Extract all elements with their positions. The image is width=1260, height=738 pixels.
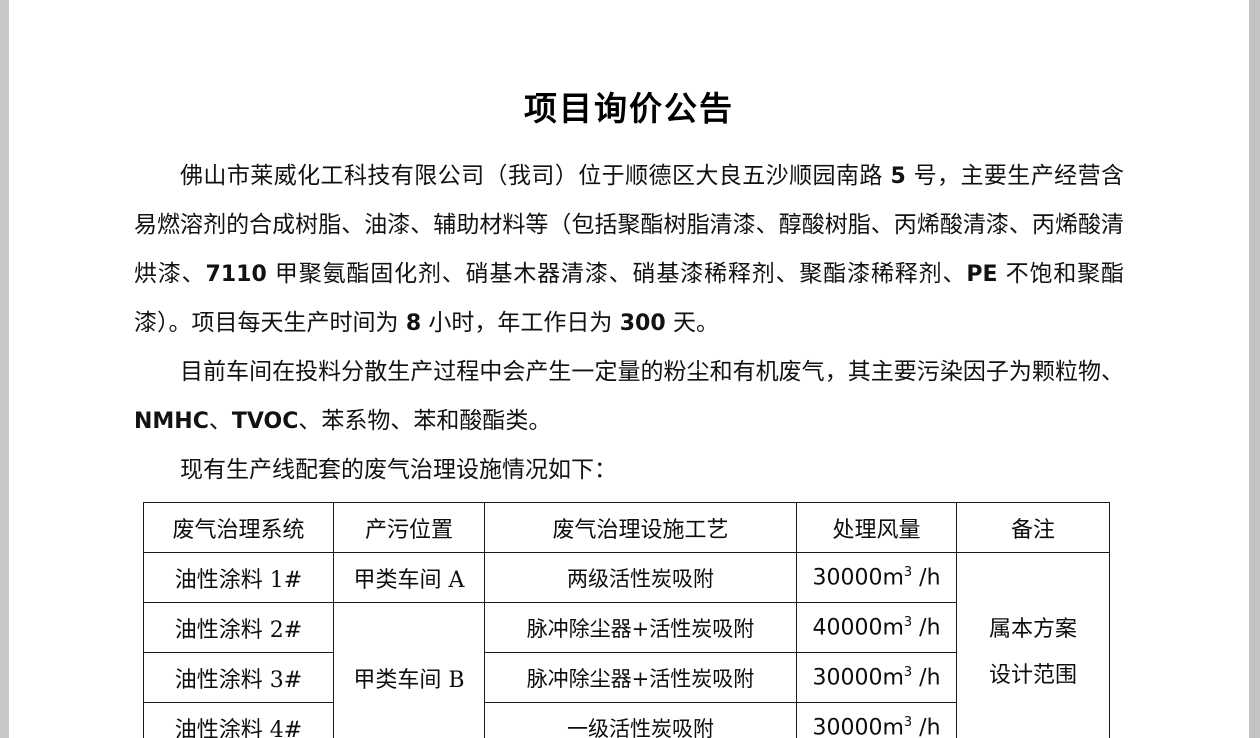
cell-process: 两级活性炭吸附 [484, 552, 797, 603]
paragraph-company-intro: 佛山市莱威化工科技有限公司（我司）位于顺德区大良五沙顺园南路 5 号，主要生产经… [134, 152, 1124, 348]
paragraph-table-lead-in: 现有生产线配套的废气治理设施情况如下： [134, 446, 1124, 495]
column-header-airflow: 处理风量 [796, 502, 957, 553]
table-row: 油性涂料 3# 脉冲除尘器+活性炭吸附 30000m3 /h [143, 652, 1110, 703]
text-run-latin: PE [966, 262, 998, 287]
text-run: 现有生产线配套的废气治理设施情况如下： [180, 457, 617, 483]
left-gutter [0, 0, 9, 738]
text-run-latin: 300 [619, 311, 666, 336]
cell-location-merged: 甲类车间 B [333, 602, 485, 738]
text-run: 不饱和聚酯漆）。项目每天生产时间为 [134, 261, 1125, 336]
cell-location: 甲类车间 A [333, 552, 485, 603]
airflow-value: 30000m [812, 565, 904, 591]
column-header-process: 废气治理设施工艺 [484, 502, 797, 553]
cell-note-merged: 属本方案 设计范围 [956, 552, 1110, 738]
column-header-note: 备注 [956, 502, 1110, 553]
document-page: 项目询价公告 佛山市莱威化工科技有限公司（我司）位于顺德区大良五沙顺园南路 5 … [9, 0, 1249, 738]
text-run: 佛山市莱威化工科技有限公司（我司）位于顺德区大良五沙顺园南路 [180, 163, 891, 189]
airflow-exponent: 3 [903, 664, 913, 680]
column-header-location: 产污位置 [333, 502, 485, 553]
facility-table-wrapper: 废气治理系统 产污位置 废气治理设施工艺 处理风量 备注 油性涂料 1# 甲类车… [143, 502, 1110, 738]
airflow-unit: /h [912, 715, 941, 738]
table-row: 油性涂料 4# 一级活性炭吸附 30000m3 /h [143, 702, 1110, 738]
column-header-system: 废气治理系统 [143, 502, 334, 553]
text-run-latin: 5 [890, 164, 906, 189]
cell-process: 脉冲除尘器+活性炭吸附 [484, 602, 797, 653]
text-run-latin: TVOC [231, 409, 299, 434]
text-run-latin: NMHC [134, 409, 209, 434]
cell-airflow: 30000m3 /h [796, 702, 957, 738]
page-title: 项目询价公告 [524, 89, 734, 128]
airflow-exponent: 3 [903, 614, 913, 630]
cell-airflow: 30000m3 /h [796, 652, 957, 703]
airflow-exponent: 3 [903, 714, 913, 730]
cell-process: 脉冲除尘器+活性炭吸附 [484, 652, 797, 703]
airflow-unit: /h [912, 615, 941, 641]
cell-system: 油性涂料 1# [143, 552, 334, 603]
cell-system: 油性涂料 2# [143, 602, 334, 653]
airflow-value: 30000m [812, 715, 904, 738]
airflow-unit: /h [912, 665, 941, 691]
text-run: 甲聚氨酯固化剂、硝基木器清漆、硝基漆稀释剂、聚酯漆稀释剂、 [266, 261, 967, 287]
text-run: 天。 [665, 310, 719, 336]
cell-airflow: 40000m3 /h [796, 602, 957, 653]
text-run: 、苯系物、苯和酸酯类。 [298, 408, 552, 434]
text-run: 、 [208, 408, 232, 434]
note-line-2: 设计范围 [988, 662, 1077, 688]
document-body: 佛山市莱威化工科技有限公司（我司）位于顺德区大良五沙顺园南路 5 号，主要生产经… [134, 130, 1124, 495]
table-row: 油性涂料 2# 甲类车间 B 脉冲除尘器+活性炭吸附 40000m3 /h [143, 602, 1110, 738]
text-run: 目前车间在投料分散生产过程中会产生一定量的粉尘和有机废气，其主要污染因子为颗粒物… [180, 359, 1124, 385]
text-run: 小时，年工作日为 [421, 310, 620, 336]
note-line-1: 属本方案 [988, 616, 1077, 642]
table-header-row: 废气治理系统 产污位置 废气治理设施工艺 处理风量 备注 [143, 502, 1110, 553]
cell-airflow: 30000m3 /h [796, 552, 957, 603]
text-run: 号，主要生产经营含易燃溶剂的合成树脂、油漆、辅助材料等（包括聚酯树脂清漆、醇酸树… [134, 163, 1125, 287]
airflow-value: 40000m [812, 615, 904, 641]
paragraph-pollution-factors: 目前车间在投料分散生产过程中会产生一定量的粉尘和有机废气，其主要污染因子为颗粒物… [134, 348, 1124, 446]
cell-system: 油性涂料 4# [143, 702, 334, 738]
airflow-exponent: 3 [903, 564, 913, 580]
waste-gas-facility-table: 废气治理系统 产污位置 废气治理设施工艺 处理风量 备注 油性涂料 1# 甲类车… [143, 502, 1110, 738]
airflow-value: 30000m [812, 665, 904, 691]
cell-process: 一级活性炭吸附 [484, 702, 797, 738]
text-run-latin: 8 [405, 311, 422, 336]
text-run-latin: 7110 [205, 262, 267, 287]
table-row: 油性涂料 1# 甲类车间 A 两级活性炭吸附 30000m3 /h 属本方案 设计… [143, 552, 1110, 738]
airflow-unit: /h [912, 565, 941, 591]
vertical-scrollbar[interactable] [1249, 0, 1260, 738]
cell-system: 油性涂料 3# [143, 652, 334, 703]
